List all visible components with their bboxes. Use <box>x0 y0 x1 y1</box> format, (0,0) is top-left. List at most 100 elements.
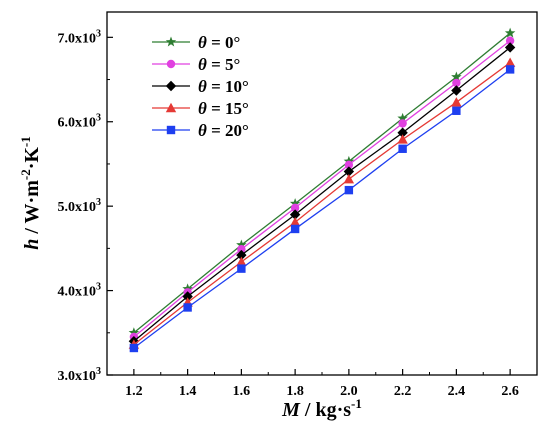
data-point <box>128 327 140 338</box>
x-axis-label: M / kg·s-1 <box>281 396 362 421</box>
data-point <box>344 185 354 195</box>
x-tick-label: 1.2 <box>125 384 143 399</box>
data-point <box>505 65 515 74</box>
data-point <box>183 303 192 312</box>
y-axis-label: h / W·m-2·K-1 <box>18 136 43 250</box>
legend-marker <box>165 80 177 92</box>
series-4 <box>129 65 515 353</box>
y-axis-label-exponent-1: -2 <box>18 169 33 180</box>
legend-item: θ = 0° <box>152 33 240 52</box>
x-axis-label-exponent: -1 <box>351 396 362 411</box>
y-tick-label: 4.0x103 <box>58 282 102 300</box>
legend: θ = 0°θ = 5°θ = 10°θ = 15°θ = 20° <box>152 33 249 140</box>
legend-marker <box>166 59 176 69</box>
legend-marker <box>165 36 177 47</box>
data-point <box>236 239 247 250</box>
data-point <box>343 173 355 184</box>
data-point <box>504 42 516 53</box>
series-line <box>133 40 511 338</box>
legend-marker <box>166 125 176 135</box>
x-axis-ticks: 1.2 1.4 1.6 1.8 2.0 2.2 2.4 2.6 <box>125 369 519 399</box>
x-tick-label: 2.6 <box>501 384 519 399</box>
data-point <box>343 166 355 177</box>
y-tick-label-exponent: 3 <box>96 28 101 39</box>
data-point <box>504 57 516 67</box>
legend-label-variable: θ <box>198 33 207 52</box>
legend-item: θ = 10° <box>152 77 249 96</box>
legend-label: θ = 10° <box>198 77 249 96</box>
y-axis-label-exponent-2: -1 <box>18 136 33 147</box>
y-tick-label: 3.0x103 <box>58 366 102 384</box>
legend-item: θ = 20° <box>152 121 249 140</box>
data-point <box>451 97 462 107</box>
series-3 <box>128 57 516 349</box>
data-point <box>397 134 408 144</box>
legend-label-value: = 5° <box>207 55 241 74</box>
series-line <box>133 62 511 346</box>
data-point <box>290 224 300 234</box>
legend-label: θ = 0° <box>198 33 240 52</box>
y-axis-label-variable: h <box>21 239 43 250</box>
x-tick-label: 2.2 <box>394 384 412 399</box>
data-point <box>237 264 246 273</box>
x-tick-label: 1.8 <box>286 384 304 399</box>
data-point <box>505 36 515 45</box>
y-tick-label-mantissa: 7.0x10 <box>58 31 97 46</box>
legend-label: θ = 20° <box>198 121 249 140</box>
y-tick-label: 5.0x103 <box>58 197 102 215</box>
data-point <box>290 203 300 213</box>
data-point <box>236 249 247 261</box>
data-point <box>398 119 407 128</box>
data-point <box>129 343 139 353</box>
legend-label-variable: θ <box>198 55 207 74</box>
data-point <box>289 198 301 209</box>
series-layer <box>128 27 516 353</box>
legend-label-variable: θ <box>198 121 207 140</box>
data-point <box>504 27 516 38</box>
legend-label-value: = 10° <box>207 77 249 96</box>
x-tick-label: 1.4 <box>179 384 197 399</box>
data-point <box>237 245 246 254</box>
y-axis-label-unit: / W·m <box>21 180 43 239</box>
y-tick-label-exponent: 3 <box>96 282 101 293</box>
series-line <box>133 32 511 334</box>
y-axis-label-middle: ·K <box>21 147 43 170</box>
y-tick-label-exponent: 3 <box>96 113 101 124</box>
data-point <box>451 71 462 82</box>
x-axis-label-unit: / kg·s <box>300 399 351 421</box>
data-point <box>397 127 408 138</box>
x-tick-label: 2.4 <box>448 384 466 399</box>
data-point <box>451 85 462 96</box>
data-point <box>236 256 247 267</box>
data-point <box>398 144 407 153</box>
series-2 <box>128 42 516 347</box>
legend-label-variable: θ <box>198 77 207 96</box>
data-point <box>452 106 461 115</box>
legend-label: θ = 5° <box>198 55 240 74</box>
y-tick-label-mantissa: 6.0x10 <box>58 116 97 131</box>
legend-label-value: = 0° <box>207 33 241 52</box>
series-line <box>133 68 511 349</box>
y-tick-label-mantissa: 4.0x10 <box>58 285 97 300</box>
y-tick-label: 7.0x103 <box>58 28 102 46</box>
y-tick-label-exponent: 3 <box>96 197 101 208</box>
y-tick-label-mantissa: 3.0x10 <box>58 369 97 384</box>
legend-marker <box>165 102 177 113</box>
legend-item: θ = 15° <box>152 99 249 118</box>
y-tick-label: 6.0x103 <box>58 113 102 131</box>
x-tick-label: 2.0 <box>340 384 358 399</box>
data-point <box>344 160 354 169</box>
data-point <box>289 217 301 227</box>
legend-label-value: = 15° <box>207 99 249 118</box>
data-point <box>397 112 408 123</box>
legend-label: θ = 15° <box>198 99 249 118</box>
legend-item: θ = 5° <box>152 55 240 74</box>
y-tick-label-mantissa: 5.0x10 <box>58 200 97 215</box>
legend-label-value: = 20° <box>207 121 249 140</box>
y-tick-label-exponent: 3 <box>96 366 101 377</box>
x-tick-label: 1.6 <box>233 384 251 399</box>
data-point <box>182 291 193 302</box>
series-line <box>133 46 511 342</box>
